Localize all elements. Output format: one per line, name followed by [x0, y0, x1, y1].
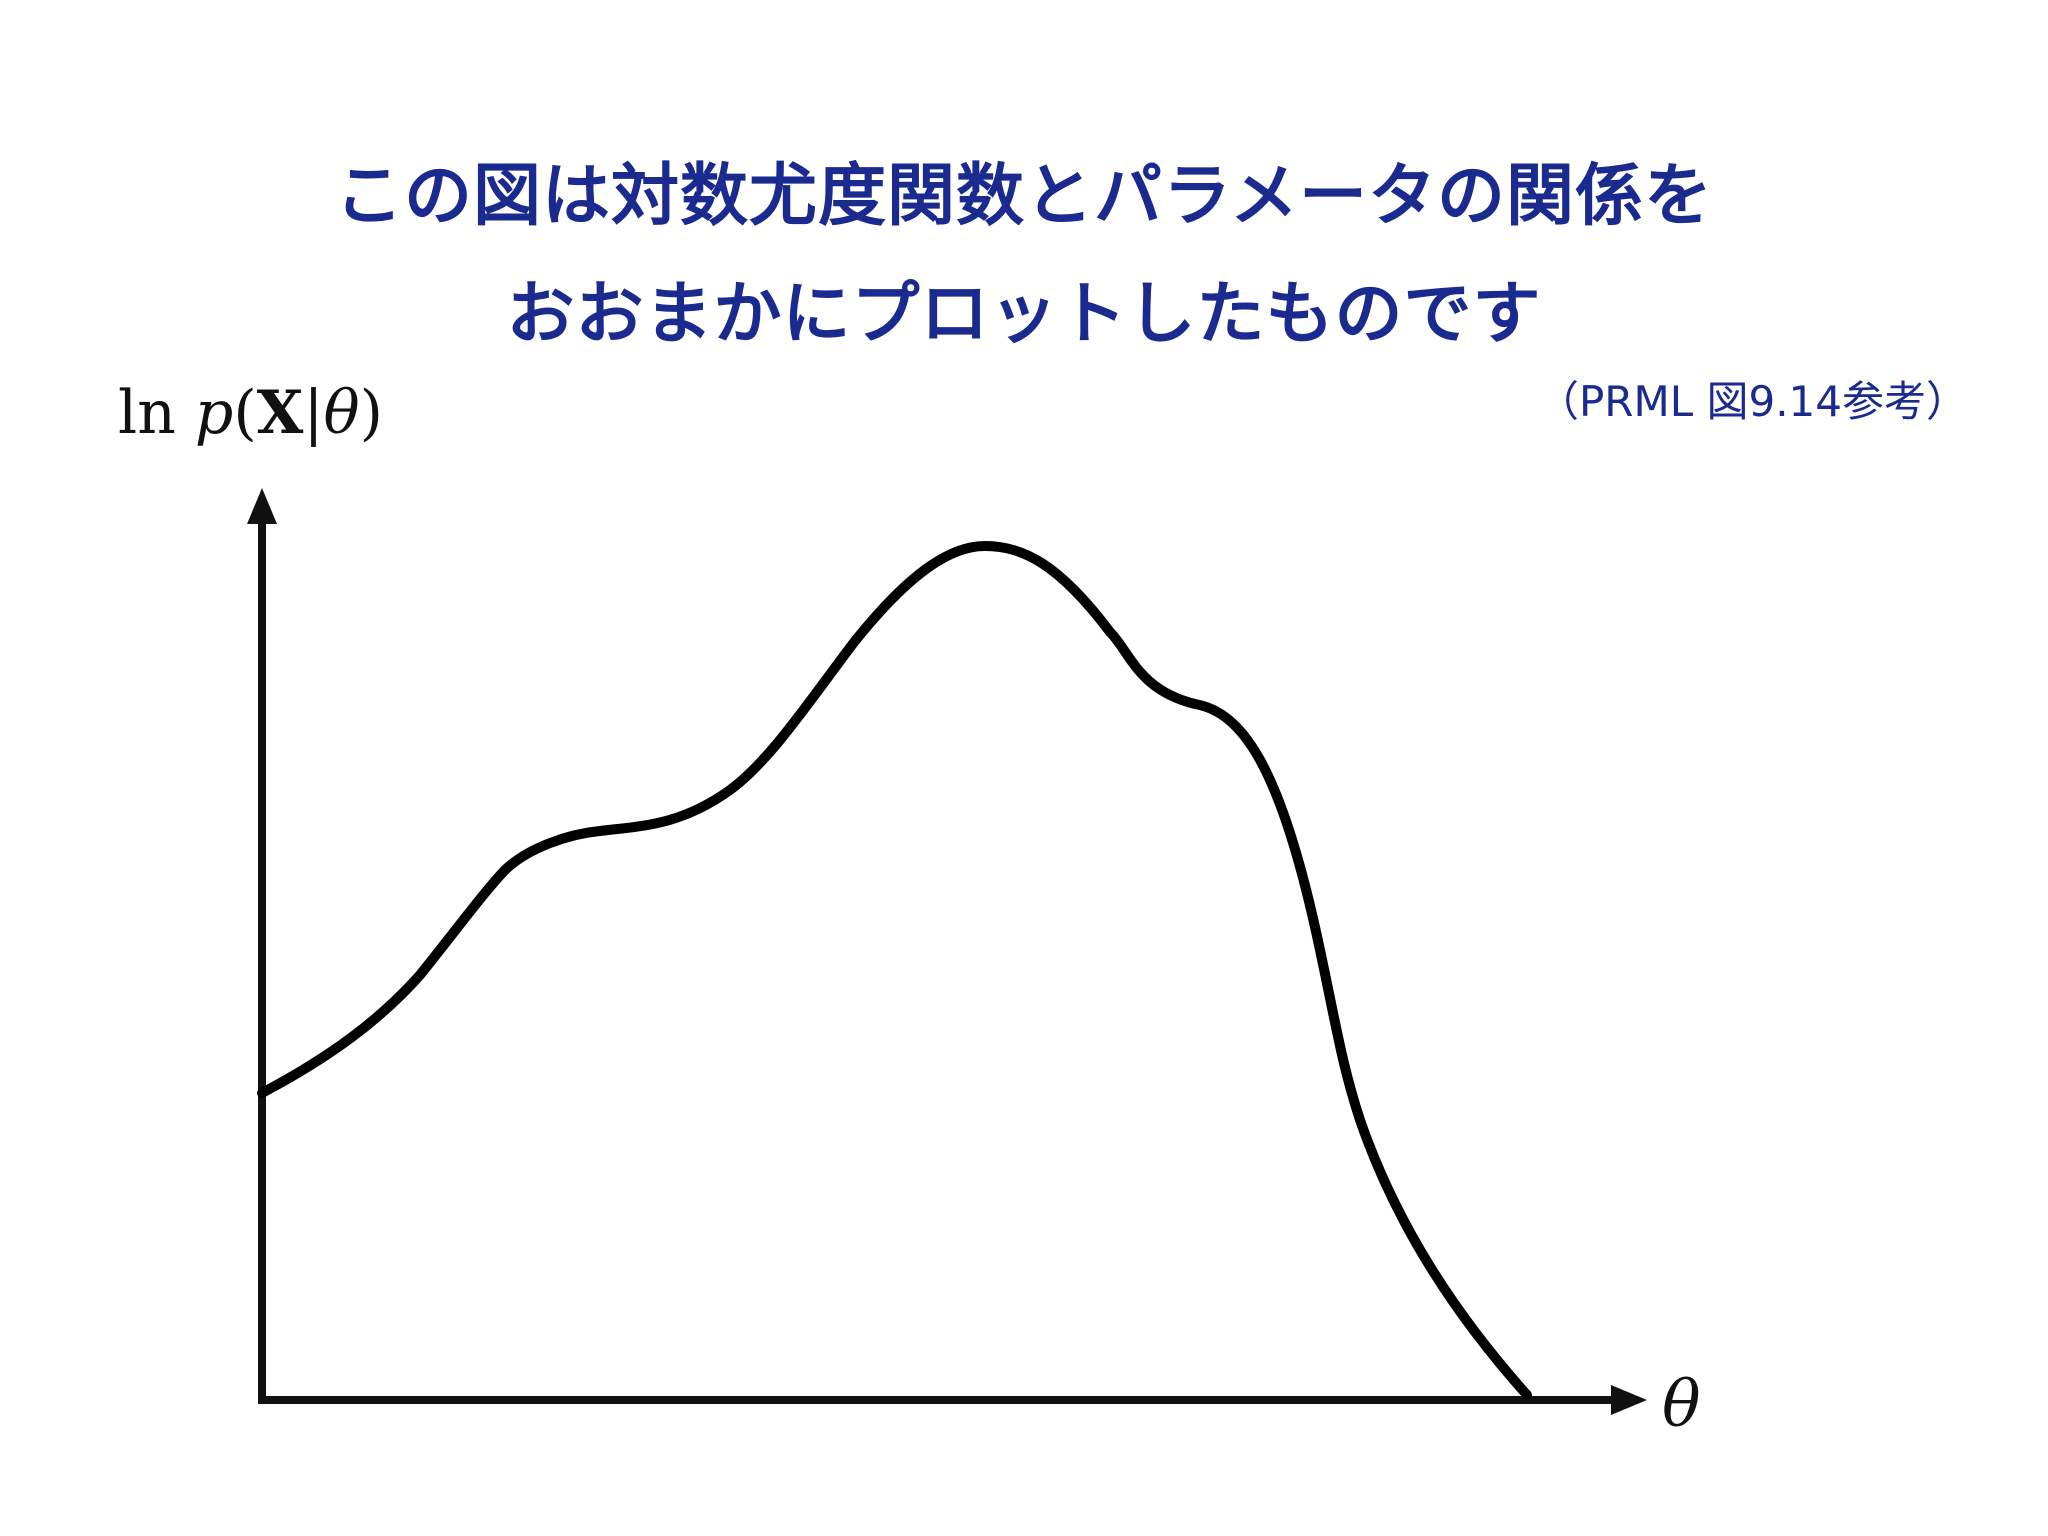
title-line-2: おおまかにプロットしたものです — [506, 275, 1542, 354]
y-axis-label-close: ) — [359, 378, 384, 448]
y-axis-label-theta: θ — [323, 378, 360, 448]
y-axis-arrowhead — [247, 488, 277, 524]
reference-note: （PRML 図9.14参考） — [1536, 377, 1968, 426]
y-axis-label-p: p — [194, 378, 234, 448]
y-axis-label-bar: | — [303, 378, 324, 448]
x-axis-arrowhead — [1611, 1385, 1647, 1415]
title-line-1: この図は対数尤度関数とパラメータの関係を — [335, 157, 1713, 236]
y-axis-label-x: X — [256, 378, 304, 448]
x-axis-label: θ — [1662, 1368, 1701, 1442]
y-axis-label: ln p(X|θ) — [118, 378, 383, 448]
likelihood-curve — [257, 541, 1532, 1400]
y-axis-label-ln: ln — [118, 378, 176, 448]
y-axis-label-open: ( — [233, 378, 257, 448]
